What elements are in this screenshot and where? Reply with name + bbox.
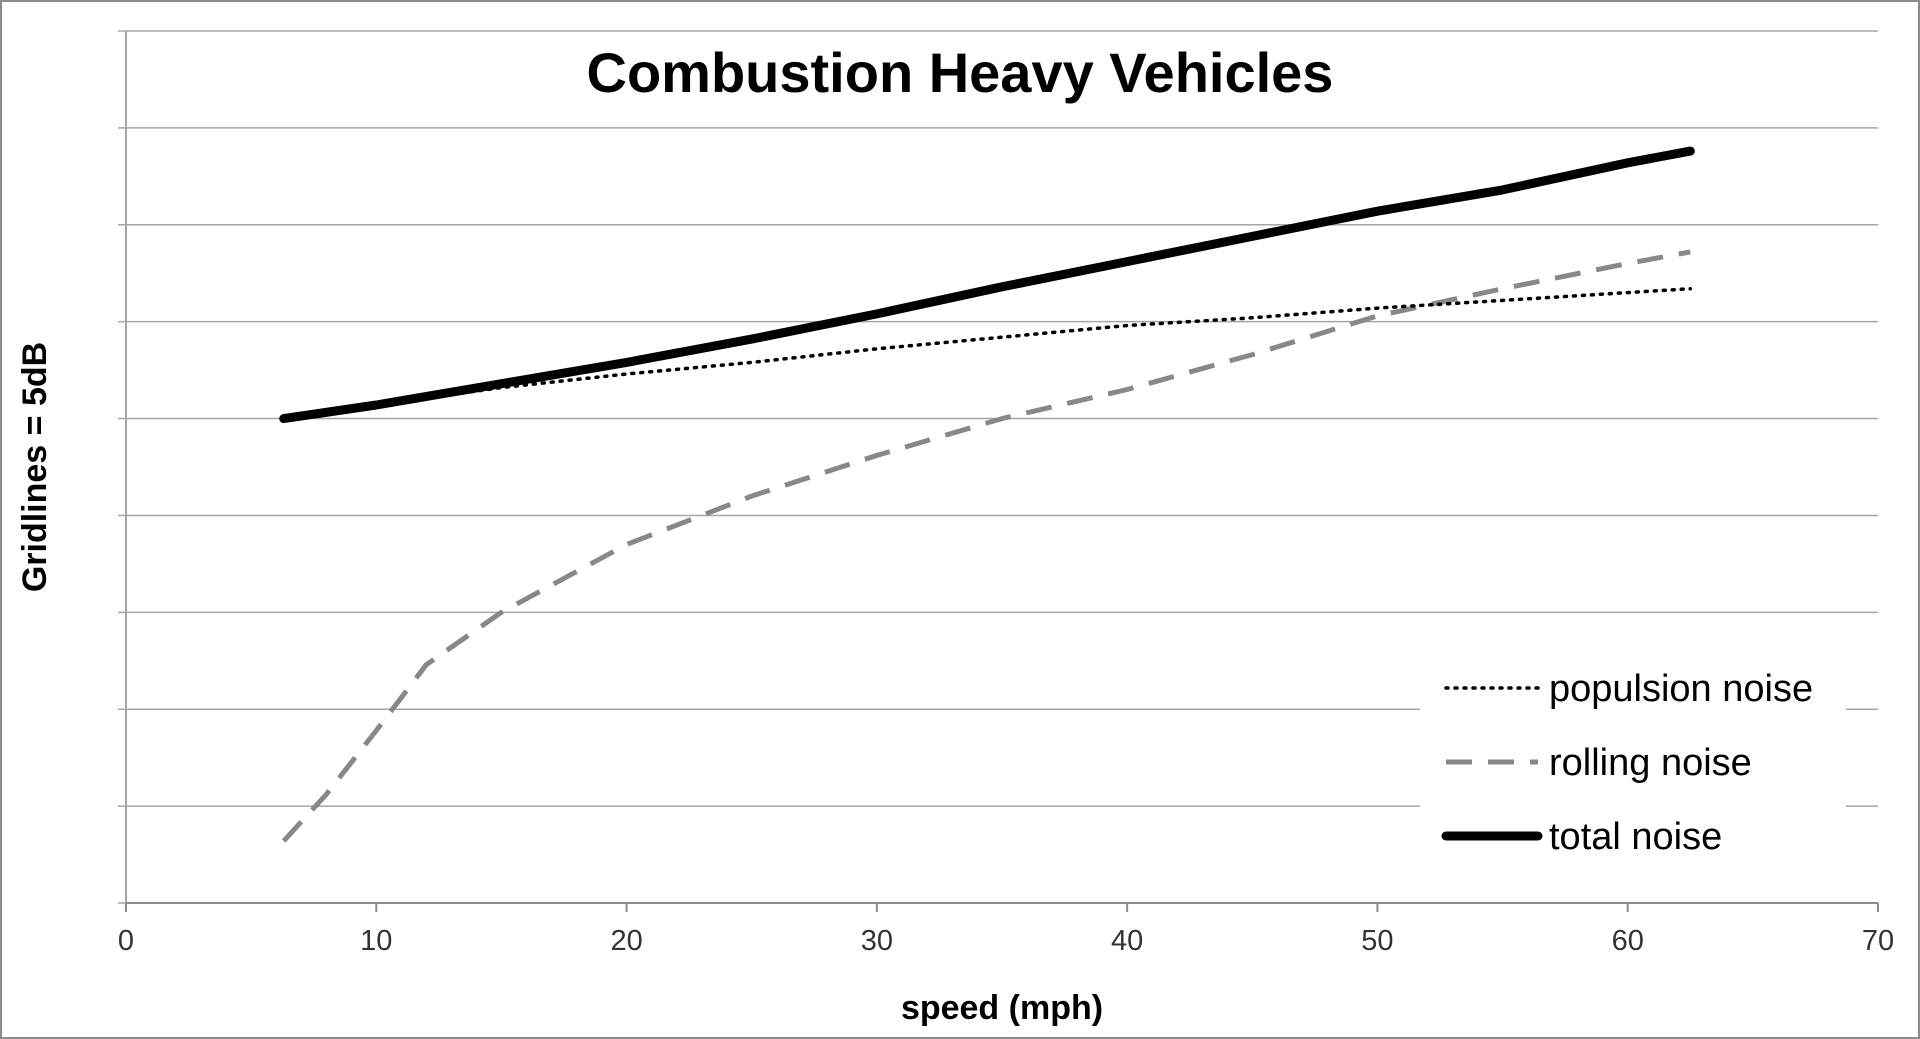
legend-label: populsion noise xyxy=(1549,668,1813,710)
legend-label: rolling noise xyxy=(1549,742,1752,784)
x-tick-label: 20 xyxy=(610,925,642,957)
legend: populsion noise rolling noise total noise xyxy=(1420,650,1846,872)
y-axis-title: Gridlines = 5dB xyxy=(16,342,54,592)
series-line-total-noise xyxy=(279,146,1695,424)
x-tick-label: 30 xyxy=(861,925,893,957)
chart-title: Combustion Heavy Vehicles xyxy=(587,41,1334,104)
x-tick-label: 60 xyxy=(1612,925,1644,957)
x-tick-label: 50 xyxy=(1361,925,1393,957)
x-tick-label: 40 xyxy=(1111,925,1143,957)
x-axis-title: speed (mph) xyxy=(901,989,1103,1027)
legend-label: total noise xyxy=(1549,816,1722,858)
series-lines xyxy=(279,146,1695,843)
series-line-rolling-noise xyxy=(281,249,1691,843)
x-tick-label: 10 xyxy=(360,925,392,957)
x-tick-label: 0 xyxy=(118,925,134,957)
series-line-populsion-noise xyxy=(281,286,1693,421)
x-tick-label: 70 xyxy=(1862,925,1894,957)
axes: 0 10 20 30 40 50 60 70 xyxy=(118,30,1894,957)
